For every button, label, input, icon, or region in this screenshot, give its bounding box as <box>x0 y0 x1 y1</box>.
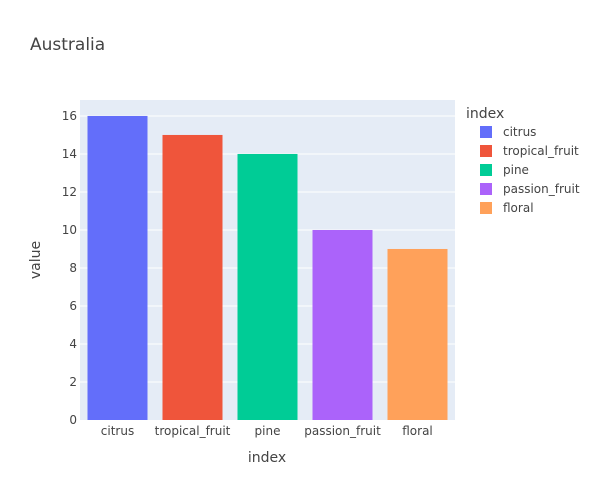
y-tick-label: 8 <box>69 261 77 275</box>
legend-label: passion_fruit <box>503 182 580 196</box>
bar-citrus[interactable] <box>87 115 148 420</box>
bar-floral[interactable] <box>387 248 448 420</box>
x-tick-label: pine <box>255 424 281 438</box>
x-tick-label: floral <box>402 424 433 438</box>
y-axis-ticks: 0 2 4 6 8 10 12 14 16 <box>62 109 77 427</box>
legend-swatch <box>480 164 492 176</box>
x-axis-ticks: citrus tropical_fruit pine passion_fruit flo… <box>101 424 433 438</box>
y-tick-label: 12 <box>62 185 77 199</box>
legend-swatch <box>480 126 492 138</box>
legend-item-floral[interactable]: floral <box>480 201 534 215</box>
y-tick-label: 2 <box>69 375 77 389</box>
legend-title: index <box>466 106 504 122</box>
x-axis-title: index <box>248 450 286 466</box>
bar-passion_fruit[interactable] <box>312 229 373 420</box>
x-tick-label: tropical_fruit <box>155 424 231 438</box>
legend-swatch <box>480 183 492 195</box>
y-tick-label: 0 <box>69 413 77 427</box>
y-axis-title: value <box>28 241 44 279</box>
bar-pine[interactable] <box>237 153 298 421</box>
bar-tropical_fruit[interactable] <box>162 134 223 421</box>
legend-item-passion_fruit[interactable]: passion_fruit <box>480 182 580 196</box>
legend-item-citrus[interactable]: citrus <box>480 125 536 139</box>
y-tick-label: 16 <box>62 109 77 123</box>
y-tick-label: 6 <box>69 299 77 313</box>
y-tick-label: 4 <box>69 337 77 351</box>
legend-item-pine[interactable]: pine <box>480 163 529 177</box>
legend-label: floral <box>503 201 534 215</box>
x-tick-label: citrus <box>101 424 134 438</box>
y-tick-label: 14 <box>62 147 77 161</box>
legend-label: pine <box>503 163 529 177</box>
legend-label: tropical_fruit <box>503 144 579 158</box>
chart-title: Australia <box>30 35 105 55</box>
legend-swatch <box>480 202 492 214</box>
bars <box>87 115 448 421</box>
x-tick-label: passion_fruit <box>304 424 381 438</box>
legend-swatch <box>480 145 492 157</box>
legend-label: citrus <box>503 125 536 139</box>
y-tick-label: 10 <box>62 223 77 237</box>
legend-item-tropical_fruit[interactable]: tropical_fruit <box>480 144 579 158</box>
